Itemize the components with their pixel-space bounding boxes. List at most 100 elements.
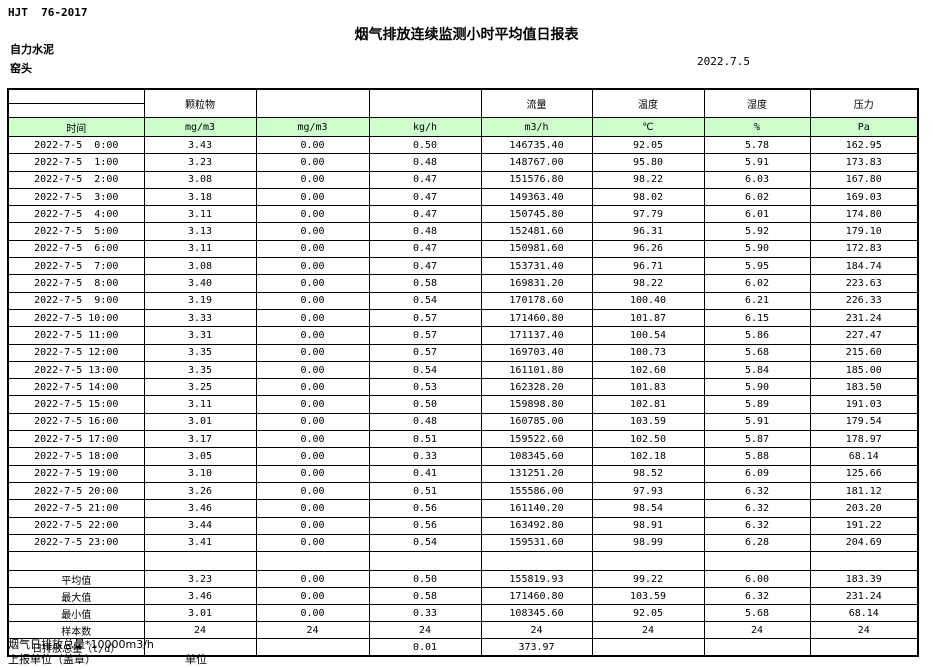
data-rows: 2022-7-5 0:00 3.43 0.00 0.50 146735.40 92.05 5…: [7, 135, 919, 657]
table-row: 2022-7-5 6:00 3.11 0.00 0.47 150981.60 96.26 5…: [7, 239, 919, 259]
value-cell: 155819.93: [480, 570, 593, 589]
value-cell: 162328.20: [480, 378, 593, 397]
value-cell: 203.20: [809, 499, 919, 518]
value-cell: [480, 551, 593, 572]
group-header-row: 颗粒物 流量 温度 湿度 压力: [7, 88, 919, 118]
table-row: 2022-7-5 1:00 3.23 0.00 0.48 148767.00 95.80 5…: [7, 153, 919, 172]
row-label-cell: 2022-7-5 3:00: [7, 187, 145, 207]
table-row: 2022-7-5 20:00 3.26 0.00 0.51 155586.00 97.93…: [7, 481, 919, 501]
table-row: 2022-7-5 21:00 3.46 0.00 0.56 161140.20 98.54…: [7, 499, 919, 518]
row-label-cell: 2022-7-5 17:00: [7, 430, 145, 449]
row-label-cell: 2022-7-5 19:00: [7, 464, 145, 483]
value-cell: 170178.60: [480, 291, 593, 310]
value-cell: 227.47: [809, 326, 919, 345]
value-cell: 0.51: [368, 481, 482, 501]
value-cell: 0.00: [255, 274, 370, 293]
value-cell: 3.23: [143, 570, 257, 589]
value-cell: 149363.40: [480, 187, 593, 207]
value-cell: 5.92: [703, 222, 811, 241]
value-cell: 148767.00: [480, 153, 593, 172]
value-cell: 162.95: [809, 135, 919, 155]
page-title: 烟气排放连续监测小时平均值日报表: [354, 27, 579, 43]
value-cell: 68.14: [809, 604, 919, 623]
value-cell: 3.44: [143, 516, 257, 535]
value-cell: 103.59: [591, 587, 705, 606]
value-cell: 215.60: [809, 343, 919, 362]
value-cell: 3.01: [143, 604, 257, 623]
value-cell: 174.80: [809, 205, 919, 224]
value-cell: 169831.20: [480, 274, 593, 293]
value-cell: 0.00: [255, 239, 370, 259]
value-cell: 183.50: [809, 378, 919, 397]
value-cell: 98.91: [591, 516, 705, 535]
value-cell: 226.33: [809, 291, 919, 310]
table-row: 2022-7-5 9:00 3.19 0.00 0.54 170178.60 100.40…: [7, 291, 919, 310]
value-cell: 0.00: [255, 499, 370, 518]
row-label-cell: 2022-7-5 8:00: [7, 274, 145, 293]
value-cell: 108345.60: [480, 604, 593, 623]
value-cell: 5.88: [703, 447, 811, 466]
value-cell: 102.60: [591, 360, 705, 380]
value-cell: 183.39: [809, 570, 919, 589]
row-label-cell: 2022-7-5 1:00: [7, 153, 145, 172]
value-cell: 0.00: [255, 291, 370, 310]
value-cell: 3.26: [143, 481, 257, 501]
value-cell: 153731.40: [480, 257, 593, 276]
value-cell: 169.03: [809, 187, 919, 207]
row-label-cell: 样本数: [7, 621, 145, 640]
value-cell: [703, 638, 811, 657]
time-header-upper-cell: [7, 88, 145, 104]
value-cell: 5.68: [703, 343, 811, 362]
summary-row: 最小值 3.01 0.00 0.33 108345.60 92.05 5.68 68.14: [7, 604, 919, 623]
unit-kg-h: kg/h: [368, 117, 482, 137]
table-row: 2022-7-5 10:00 3.33 0.00 0.57 171460.80 101.8…: [7, 308, 919, 328]
value-cell: 92.05: [591, 135, 705, 155]
value-cell: [143, 551, 257, 572]
value-cell: 6.15: [703, 308, 811, 328]
value-cell: 6.32: [703, 481, 811, 501]
value-cell: 0.50: [368, 570, 482, 589]
summary-row: 样本数 24 24 24 24 24 24 24: [7, 621, 919, 640]
table-row: 2022-7-5 12:00 3.35 0.00 0.57 169703.40 100.7…: [7, 343, 919, 362]
value-cell: 0.33: [368, 447, 482, 466]
value-cell: 161101.80: [480, 360, 593, 380]
value-cell: 6.01: [703, 205, 811, 224]
row-label-cell: 2022-7-5 18:00: [7, 447, 145, 466]
table-row: 2022-7-5 17:00 3.17 0.00 0.51 159522.60 102.5…: [7, 430, 919, 449]
value-cell: 5.84: [703, 360, 811, 380]
value-cell: 0.00: [255, 430, 370, 449]
value-cell: 169703.40: [480, 343, 593, 362]
value-cell: 0.01: [368, 638, 482, 657]
unit-pa: Pa: [809, 117, 919, 137]
table-row: 2022-7-5 5:00 3.13 0.00 0.48 152481.60 96.31 5…: [7, 222, 919, 241]
row-label-cell: 2022-7-5 9:00: [7, 291, 145, 310]
value-cell: 6.02: [703, 187, 811, 207]
col-header-pressure: 压力: [809, 88, 919, 118]
value-cell: 100.54: [591, 326, 705, 345]
value-cell: 6.32: [703, 516, 811, 535]
value-cell: [255, 551, 370, 572]
footer-note: 烟气日排放总量*10000m3/h: [8, 638, 154, 651]
value-cell: 184.74: [809, 257, 919, 276]
value-cell: 0.00: [255, 205, 370, 224]
value-cell: 160785.00: [480, 412, 593, 432]
report-table: 颗粒物 流量 温度 湿度 压力 时间 mg/m3 mg/m3 kg/h m3/h…: [7, 88, 919, 658]
value-cell: 95.80: [591, 153, 705, 172]
value-cell: 179.54: [809, 412, 919, 432]
spacer-row: [7, 551, 919, 572]
value-cell: 0.57: [368, 326, 482, 345]
value-cell: 159522.60: [480, 430, 593, 449]
report-date: 2022.7.5: [697, 55, 750, 68]
value-cell: 5.86: [703, 326, 811, 345]
station-name: 窑头: [10, 62, 32, 75]
value-cell: 6.21: [703, 291, 811, 310]
value-cell: 3.08: [143, 257, 257, 276]
value-cell: 5.78: [703, 135, 811, 155]
value-cell: 0.00: [255, 170, 370, 189]
value-cell: 3.35: [143, 360, 257, 380]
value-cell: 3.46: [143, 499, 257, 518]
unit-label: 单位: [185, 653, 207, 666]
value-cell: 171460.80: [480, 308, 593, 328]
value-cell: 191.22: [809, 516, 919, 535]
value-cell: [809, 551, 919, 572]
